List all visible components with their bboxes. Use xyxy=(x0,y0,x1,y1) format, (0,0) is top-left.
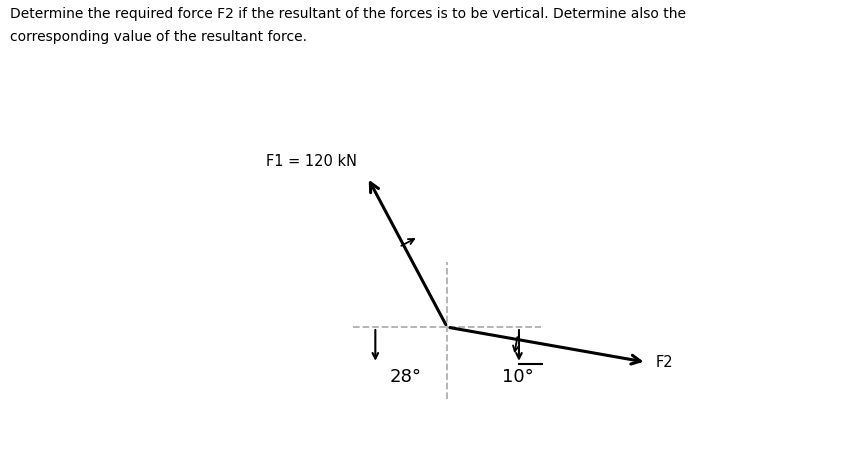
Text: F1 = 120 kN: F1 = 120 kN xyxy=(266,154,357,170)
Text: corresponding value of the resultant force.: corresponding value of the resultant for… xyxy=(10,30,307,44)
Text: 10°: 10° xyxy=(502,368,534,386)
Text: Determine the required force F2 if the resultant of the forces is to be vertical: Determine the required force F2 if the r… xyxy=(10,7,687,21)
Text: 28°: 28° xyxy=(389,368,421,386)
Text: F2: F2 xyxy=(656,355,673,370)
